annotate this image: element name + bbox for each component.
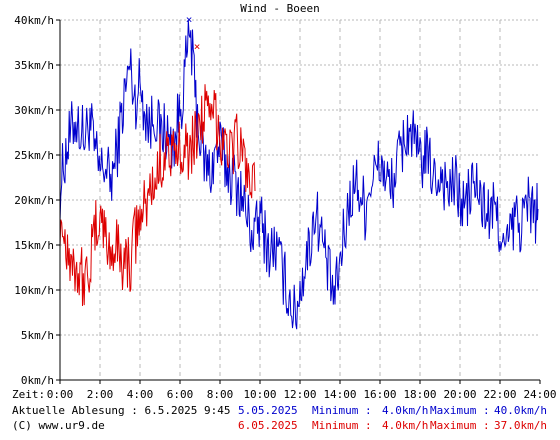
- legend-date-2: 6.05.2025: [238, 419, 298, 432]
- x-axis-ticks: 0:00 2:00 4:00 6:00 8:00 10:00 12:00 14:00 16:00…: [47, 380, 557, 401]
- x-tick-label: 20:00: [443, 388, 476, 401]
- legend-max-label-1: Maximum :: [430, 404, 490, 417]
- y-tick-label: 5km/h: [21, 329, 54, 342]
- y-tick-label: 0km/h: [21, 374, 54, 387]
- x-tick-label: 2:00: [87, 388, 114, 401]
- y-tick-label: 25km/h: [14, 149, 54, 162]
- x-tick-label: 24:00: [523, 388, 556, 401]
- copyright: (C) www.ur9.de: [12, 419, 105, 432]
- current-reading: Aktuelle Ablesung : 6.5.2025 9:45: [12, 404, 231, 417]
- x-tick-label: 22:00: [483, 388, 516, 401]
- legend-max-value-2: 37.0km/h: [494, 419, 547, 432]
- legend-min-value-1: 4.0km/h: [382, 404, 429, 417]
- y-axis-ticks: 0km/h 5km/h 10km/h 15km/h 20km/h 25km/h 30km/h…: [14, 14, 60, 387]
- x-tick-label: 0:00: [47, 388, 74, 401]
- y-tick-label: 20km/h: [14, 194, 54, 207]
- x-tick-label: 14:00: [323, 388, 356, 401]
- x-tick-label: 18:00: [403, 388, 436, 401]
- y-tick-label: 40km/h: [14, 14, 54, 27]
- y-tick-label: 35km/h: [14, 59, 54, 72]
- max-marker-2: ×: [194, 40, 201, 53]
- y-tick-label: 15km/h: [14, 239, 54, 252]
- legend-min-label-2: Minimum :: [312, 419, 372, 432]
- legend-min-value-2: 4.0km/h: [382, 419, 429, 432]
- series-line-1: [59, 19, 539, 330]
- series-line-2: [59, 84, 256, 307]
- series-layer: ××: [59, 13, 539, 330]
- x-tick-label: 10:00: [243, 388, 276, 401]
- legend-min-label-1: Minimum :: [312, 404, 372, 417]
- chart-title: Wind - Boeen: [240, 2, 319, 15]
- y-tick-label: 10km/h: [14, 284, 54, 297]
- y-tick-label: 30km/h: [14, 104, 54, 117]
- legend-date-1: 5.05.2025: [238, 404, 298, 417]
- legend-max-label-2: Maximum :: [430, 419, 490, 432]
- x-tick-label: 8:00: [207, 388, 234, 401]
- x-axis-title: Zeit:: [12, 388, 46, 401]
- x-tick-label: 4:00: [127, 388, 154, 401]
- x-tick-label: 12:00: [283, 388, 316, 401]
- x-tick-label: 16:00: [363, 388, 396, 401]
- max-marker-1: ×: [186, 13, 193, 26]
- legend-max-value-1: 40.0km/h: [494, 404, 547, 417]
- x-tick-label: 6:00: [167, 388, 194, 401]
